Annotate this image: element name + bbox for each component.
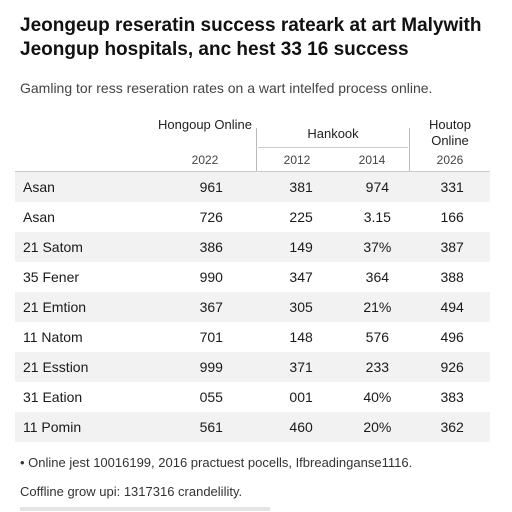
table-cell: 926: [414, 352, 490, 382]
column-header-year-2: 2012: [283, 153, 311, 167]
row-label: 35 Fener: [23, 269, 80, 285]
table-cell: 055: [199, 389, 223, 405]
table-cell: 999: [160, 352, 262, 382]
table-cell: 225: [289, 209, 313, 225]
table-cell: 496: [440, 329, 464, 345]
table-cell: 21%: [340, 292, 415, 322]
table-cell: 37%: [340, 232, 415, 262]
table-cell: 371: [261, 352, 341, 382]
table-cell: 331: [414, 172, 490, 202]
table-row: 11 Natom 701 148 576 496: [15, 322, 490, 352]
header-divider-left: [256, 128, 257, 175]
row-label: 31 Eation: [23, 389, 83, 405]
table-cell: 701: [199, 329, 223, 345]
table-row: 21 Satom 386 149 37% 387: [15, 232, 490, 262]
table-cell: 364: [365, 269, 390, 285]
table-cell: 3.15: [363, 209, 391, 225]
document-subtitle: Gamling tor ress reseration rates on a w…: [20, 80, 433, 96]
table-cell: 233: [340, 352, 415, 382]
table-row: 35 Fener 990 347 364 388: [15, 262, 490, 292]
row-label: 11 Pomin: [15, 412, 161, 442]
table-cell: 388: [440, 269, 464, 285]
table-cell: 387: [414, 232, 490, 262]
table-cell: 561: [160, 412, 262, 442]
row-label: Asan: [23, 209, 55, 225]
column-header-year-1: 2022: [191, 153, 219, 167]
table-cell: 166: [440, 209, 464, 225]
table-row: 21 Esstion 999 371 233 926: [15, 352, 490, 382]
column-header-houtop-online: Houtop Online: [429, 117, 471, 148]
row-label: 11 Natom: [23, 329, 83, 345]
table-cell: 20%: [340, 412, 415, 442]
table-row: 11 Pomin 561 460 20% 362: [15, 412, 490, 442]
table-cell: 40%: [363, 389, 392, 405]
row-label: 21 Satom: [15, 232, 161, 262]
table-row: 21 Emtion 367 305 21% 494: [15, 292, 490, 322]
table-cell: 494: [414, 292, 490, 322]
table-row: Asan 961 381 974 331: [15, 172, 490, 202]
table-cell: 001: [289, 389, 313, 405]
table-row: Asan 726 225 3.15 166: [15, 202, 490, 232]
table-cell: 576: [365, 329, 390, 345]
table-cell: 347: [289, 269, 313, 285]
cropped-text-line: [20, 507, 270, 511]
table-cell: 362: [414, 412, 490, 442]
table-cell: 990: [199, 269, 223, 285]
column-header-year-4: 2026: [436, 153, 464, 167]
table-cell: 961: [160, 172, 262, 202]
column-header-hankook: Hankook: [307, 126, 359, 141]
table-cell: 383: [440, 389, 464, 405]
results-table: Asan 961 381 974 331 Asan 726 225 3.15 166 21 Sato…: [15, 172, 490, 442]
table-cell: 149: [261, 232, 341, 262]
table-row: 31 Eation 055 001 40% 383: [15, 382, 490, 412]
column-header-year-3: 2014: [358, 153, 386, 167]
table-cell: 367: [160, 292, 262, 322]
table-cell: 386: [160, 232, 262, 262]
footnote-1: • Online jest 10016199, 2016 practuest p…: [20, 455, 413, 470]
row-label: 21 Esstion: [15, 352, 161, 382]
header-divider-right: [409, 128, 410, 175]
table-cell: 148: [289, 329, 313, 345]
table-cell: 305: [261, 292, 341, 322]
header-rule-bottom: [15, 171, 490, 172]
document-title: Jeongeup reseratin success rateark at ar…: [20, 15, 482, 60]
column-header-hongoup-online: Hongoup Online: [158, 117, 252, 132]
table-cell: 726: [199, 209, 223, 225]
header-rule-group: [258, 147, 408, 148]
results-table-body: Asan 961 381 974 331 Asan 726 225 3.15 166 21 Sato…: [15, 172, 490, 442]
row-label: Asan: [15, 172, 161, 202]
table-cell: 381: [261, 172, 341, 202]
table-cell: 460: [261, 412, 341, 442]
row-label: 21 Emtion: [15, 292, 161, 322]
table-cell: 974: [340, 172, 415, 202]
footnote-2: Coffline grow upi: 1317316 crandelility.: [20, 484, 243, 499]
